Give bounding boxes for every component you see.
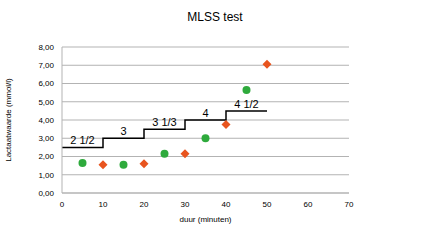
svg-text:0: 0 bbox=[60, 200, 65, 209]
html-text:MLSS test: MLSS test bbox=[187, 10, 243, 24]
svg-text:60: 60 bbox=[304, 200, 313, 209]
svg-text:4 1/2: 4 1/2 bbox=[234, 98, 258, 110]
svg-text:4: 4 bbox=[202, 107, 208, 119]
svg-text:2,00: 2,00 bbox=[38, 152, 54, 161]
svg-text:3: 3 bbox=[120, 125, 126, 137]
svg-text:50: 50 bbox=[263, 200, 272, 209]
svg-text:3 1/3: 3 1/3 bbox=[152, 116, 176, 128]
svg-text:1,00: 1,00 bbox=[38, 171, 54, 180]
svg-text:4,00: 4,00 bbox=[38, 116, 54, 125]
svg-text:0,00: 0,00 bbox=[38, 189, 54, 198]
svg-text:7,00: 7,00 bbox=[38, 61, 54, 70]
svg-text:2 1/2: 2 1/2 bbox=[70, 134, 94, 146]
svg-text:5,00: 5,00 bbox=[38, 98, 54, 107]
svg-text:40: 40 bbox=[222, 200, 231, 209]
svg-text:duur (minuten): duur (minuten) bbox=[179, 215, 231, 224]
svg-text:30: 30 bbox=[181, 200, 190, 209]
svg-text:Lactaatwaarde (mmol/l): Lactaatwaarde (mmol/l) bbox=[8, 78, 13, 162]
svg-text:70: 70 bbox=[345, 200, 354, 209]
svg-text:10: 10 bbox=[99, 200, 108, 209]
svg-text:3,00: 3,00 bbox=[38, 134, 54, 143]
svg-text:6,00: 6,00 bbox=[38, 79, 54, 88]
svg-text:8,00: 8,00 bbox=[38, 43, 54, 52]
svg-text:20: 20 bbox=[140, 200, 149, 209]
